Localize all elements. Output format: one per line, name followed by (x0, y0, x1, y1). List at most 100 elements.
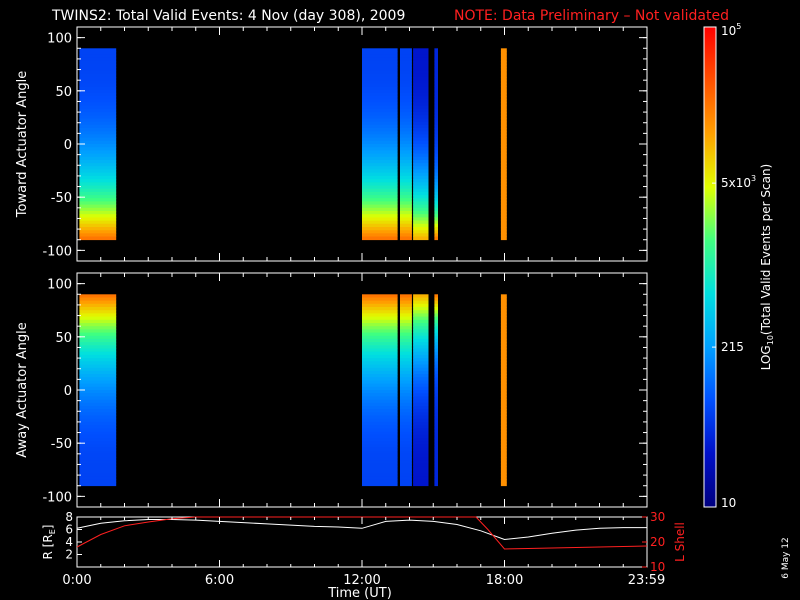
heat-cell (362, 96, 398, 100)
heat-cell (79, 112, 117, 116)
heat-cell (434, 211, 438, 215)
heat-cell (500, 453, 507, 458)
away-panel: -100 -50 0 50 100 Away Actuator Angle (15, 272, 648, 508)
heat-cell (434, 421, 438, 426)
orbit-y2-tick-label: 20 (650, 535, 665, 549)
heat-cell (500, 70, 507, 75)
heat-cell (362, 99, 398, 103)
heat-cell (79, 121, 117, 126)
heat-cell (79, 188, 117, 193)
heat-cell (400, 61, 412, 65)
heat-cell (434, 86, 438, 91)
heat-cell (434, 54, 438, 59)
toward-ylabel: Toward Actuator Angle (15, 71, 30, 218)
heat-cell (434, 431, 438, 436)
heat-cell (400, 457, 412, 461)
heat-cell (434, 227, 438, 231)
heat-cell (434, 118, 438, 123)
heat-cell (434, 396, 438, 400)
heat-cell (434, 303, 438, 308)
heat-cell (413, 137, 429, 142)
heat-cell (79, 444, 117, 448)
heat-cell (400, 86, 412, 91)
heat-cell (500, 476, 507, 480)
heat-cell (79, 469, 117, 474)
heat-cell (400, 214, 412, 218)
heat-cell (413, 160, 429, 164)
heat-cell (413, 316, 429, 321)
heat-cell (362, 128, 398, 132)
time-tick-label: 23:59 (628, 573, 665, 588)
heat-cell (500, 160, 507, 164)
heat-cell (400, 386, 412, 391)
heat-cell (362, 473, 398, 477)
heat-cell (400, 185, 412, 190)
heat-cell (413, 185, 429, 190)
heat-cell (500, 191, 507, 196)
heat-cell (400, 124, 412, 129)
heat-cell (400, 351, 412, 356)
colorbar-tick-label: 215 (721, 340, 744, 354)
time-tick-label: 0:00 (62, 573, 91, 588)
heat-cell (434, 463, 438, 467)
heat-cell (434, 342, 438, 346)
heat-cell (79, 131, 117, 135)
heat-cell (400, 227, 412, 231)
heat-cell (362, 396, 398, 400)
away-ylabel: Away Actuator Angle (15, 322, 30, 457)
heat-cell (362, 102, 398, 107)
heat-cell (79, 310, 117, 314)
heat-cell (362, 354, 398, 359)
heat-cell (413, 172, 429, 177)
heat-cell (400, 80, 412, 84)
heat-cell (413, 386, 429, 391)
heat-cell (434, 92, 438, 97)
heat-cell (362, 166, 398, 170)
heat-cell (434, 220, 438, 225)
heat-cell (500, 482, 507, 487)
y-tick-label: -100 (42, 244, 72, 259)
heat-cell (434, 374, 438, 378)
heat-cell (434, 338, 438, 343)
heat-cell (434, 457, 438, 461)
heat-cell (413, 191, 429, 196)
heat-cell (400, 207, 412, 212)
heat-cell (434, 112, 438, 116)
heat-cell (500, 153, 507, 158)
heat-cell (79, 437, 117, 442)
heat-cell (362, 230, 398, 234)
heat-cell (362, 61, 398, 65)
heat-cell (79, 453, 117, 458)
heat-cell (413, 89, 429, 94)
heat-cell (79, 137, 117, 142)
heat-cell (413, 418, 429, 423)
heat-cell (362, 124, 398, 129)
heat-cell (434, 326, 438, 330)
heat-cell (79, 386, 117, 391)
heat-cell (362, 73, 398, 78)
orbit-y-tick-label: 2 (65, 548, 73, 562)
heat-cell (400, 102, 412, 107)
heat-cell (362, 348, 398, 353)
heat-cell (500, 361, 507, 365)
heat-cell (79, 86, 117, 91)
heat-cell (400, 233, 412, 237)
heat-cell (362, 463, 398, 467)
heat-cell (400, 383, 412, 388)
heat-cell (500, 48, 507, 52)
heat-cell (413, 80, 429, 84)
heat-cell (362, 150, 398, 154)
heat-cell (500, 73, 507, 78)
colorbar-tick-label: 105 (721, 22, 741, 38)
heat-cell (500, 236, 507, 241)
heat-cell (400, 51, 412, 56)
heat-cell (362, 437, 398, 442)
heat-cell (413, 335, 429, 340)
heat-cell (434, 453, 438, 458)
heat-cell (362, 198, 398, 202)
heat-cell (400, 204, 412, 209)
heat-cell (413, 118, 429, 123)
heat-cell (400, 338, 412, 343)
heat-cell (362, 64, 398, 68)
